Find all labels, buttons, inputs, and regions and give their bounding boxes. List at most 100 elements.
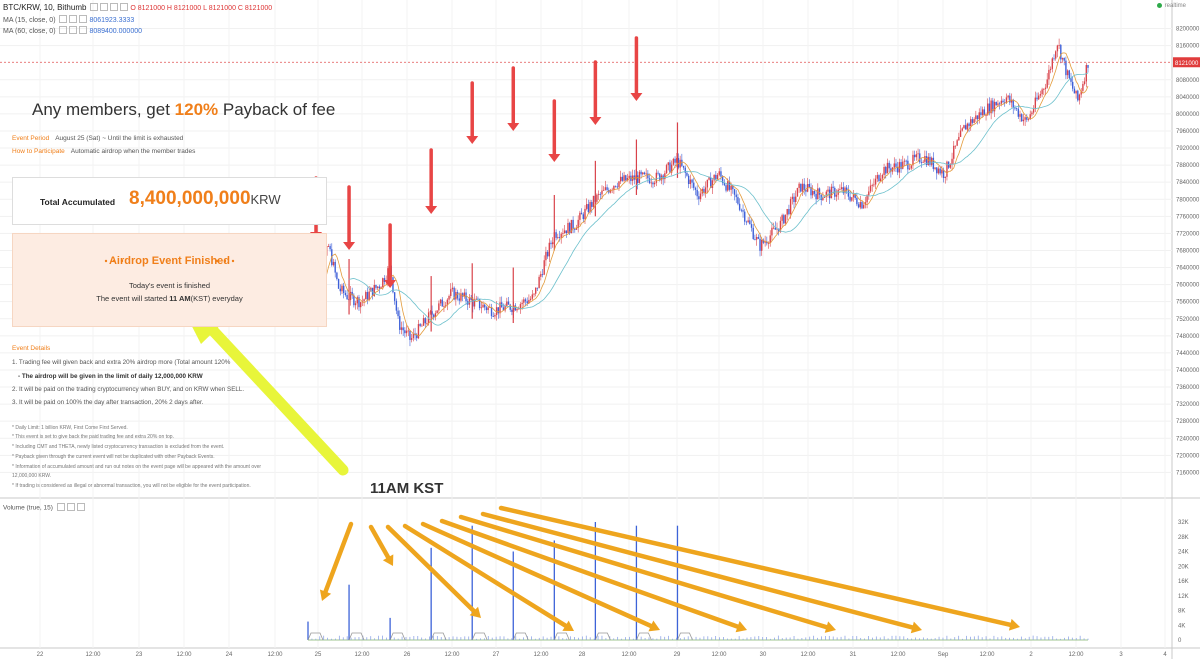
candle-body bbox=[548, 242, 551, 257]
candle-body bbox=[531, 294, 534, 299]
symbol-label[interactable]: BTC/KRW, 10, Bithumb bbox=[3, 3, 87, 12]
volume-hump bbox=[595, 632, 611, 641]
candle-body bbox=[942, 169, 945, 178]
candle-body bbox=[349, 291, 352, 301]
candle-body bbox=[854, 193, 856, 199]
candle-body bbox=[800, 183, 802, 192]
candle-body bbox=[472, 299, 474, 307]
candle-body bbox=[495, 307, 498, 316]
detail-1: 1. Trading fee will given back and extra… bbox=[12, 359, 231, 366]
volume-arrowhead-icon bbox=[648, 620, 660, 632]
volume-tick-label: 8K bbox=[1178, 609, 1185, 615]
ma1-label: MA (15, close, 0) bbox=[3, 16, 56, 24]
candle-body bbox=[886, 162, 889, 174]
red-arrowhead-icon bbox=[589, 117, 602, 125]
candle-body bbox=[1058, 44, 1060, 46]
volume-tick-label: 28K bbox=[1178, 535, 1189, 541]
candle-body bbox=[813, 190, 816, 194]
chart-axes: 8200000 8160000 8080000 8040000 8000000 79600… bbox=[0, 27, 1200, 658]
candle-body bbox=[888, 162, 890, 169]
candle-body bbox=[568, 222, 571, 234]
volume-arrow bbox=[385, 524, 477, 614]
candle-body bbox=[636, 175, 639, 184]
candle-body bbox=[749, 220, 751, 225]
candle-body bbox=[812, 190, 814, 196]
candle-body bbox=[711, 180, 714, 188]
volume-tick-label: 12K bbox=[1178, 594, 1189, 600]
header-controls[interactable] bbox=[88, 3, 129, 13]
candle-body bbox=[431, 311, 433, 315]
candle-body bbox=[727, 181, 729, 191]
candle-body bbox=[585, 204, 588, 209]
volume-legend[interactable]: Volume (true, 15) bbox=[3, 503, 85, 513]
candle-body bbox=[983, 109, 986, 116]
price-tick-label: 8000000 bbox=[1176, 112, 1200, 118]
time-tick-label: 28 bbox=[579, 652, 586, 658]
candle-body bbox=[521, 302, 523, 305]
candle-body bbox=[825, 191, 828, 197]
candle-body bbox=[342, 285, 345, 294]
candle-body bbox=[995, 101, 997, 106]
candle-body bbox=[504, 305, 506, 311]
candle-body bbox=[987, 103, 989, 116]
candle-body bbox=[869, 185, 872, 192]
candle-body bbox=[755, 237, 758, 240]
candle-body bbox=[1026, 117, 1028, 120]
candle-body bbox=[1027, 119, 1030, 120]
price-tick-label: 7880000 bbox=[1176, 163, 1200, 169]
red-arrowhead-icon bbox=[507, 123, 520, 131]
candle-body bbox=[1024, 117, 1026, 120]
ma2-label: MA (60, close, 0) bbox=[3, 27, 56, 35]
candle-body bbox=[358, 297, 360, 308]
candle-body bbox=[609, 189, 612, 193]
candle-body bbox=[1022, 119, 1025, 122]
candle-body bbox=[827, 189, 829, 192]
candle-body bbox=[404, 330, 406, 334]
price-tick-label: 8160000 bbox=[1176, 44, 1200, 50]
candle-body bbox=[1046, 79, 1048, 88]
price-tick-label: 7560000 bbox=[1176, 300, 1200, 306]
candle-body bbox=[582, 214, 584, 220]
candle-body bbox=[1061, 57, 1064, 60]
ma2-legend[interactable]: MA (60, close, 0) 8089400.000000 bbox=[3, 26, 142, 36]
candle-body bbox=[815, 193, 817, 200]
candle-body bbox=[992, 100, 994, 112]
candle-body bbox=[686, 172, 688, 176]
how-to-participate: How to Participate Automatic airdrop when… bbox=[12, 148, 196, 155]
time-tick-label: 30 bbox=[760, 652, 767, 658]
price-tick-label: 7840000 bbox=[1176, 180, 1200, 186]
ma1-legend[interactable]: MA (15, close, 0) 8061923.3333 bbox=[3, 15, 134, 25]
candle-body bbox=[557, 237, 559, 238]
candle-body bbox=[845, 187, 848, 191]
candle-body bbox=[728, 181, 731, 190]
time-tick-label: 12:00 bbox=[354, 652, 370, 658]
candle-body bbox=[879, 178, 882, 182]
candle-body bbox=[368, 291, 370, 300]
time-tick-label: 24 bbox=[226, 652, 233, 658]
candle-body bbox=[896, 166, 899, 173]
red-arrowhead-icon bbox=[466, 136, 479, 144]
volume-arrow bbox=[420, 521, 654, 629]
candle-body bbox=[1002, 100, 1004, 103]
candle-body bbox=[903, 160, 906, 162]
candle-body bbox=[341, 285, 343, 292]
candle-body bbox=[745, 221, 748, 223]
candle-body bbox=[941, 169, 943, 174]
candle-body bbox=[885, 167, 887, 174]
candle-body bbox=[378, 286, 381, 289]
candle-body bbox=[808, 183, 811, 187]
volume-hump bbox=[471, 632, 488, 641]
volume-arrowhead-icon bbox=[735, 620, 747, 633]
candle-body bbox=[535, 287, 537, 294]
candle-body bbox=[862, 205, 865, 209]
candle-body bbox=[516, 308, 518, 311]
candle-body bbox=[908, 168, 911, 170]
volume-tick-label: 0 bbox=[1178, 638, 1182, 644]
candle-body bbox=[1015, 108, 1018, 110]
candle-body bbox=[820, 194, 822, 201]
candle-body bbox=[460, 293, 462, 301]
volume-arrowhead-icon bbox=[1008, 618, 1020, 631]
volume-arrowhead-icon bbox=[382, 554, 394, 566]
candle-body bbox=[718, 171, 720, 175]
